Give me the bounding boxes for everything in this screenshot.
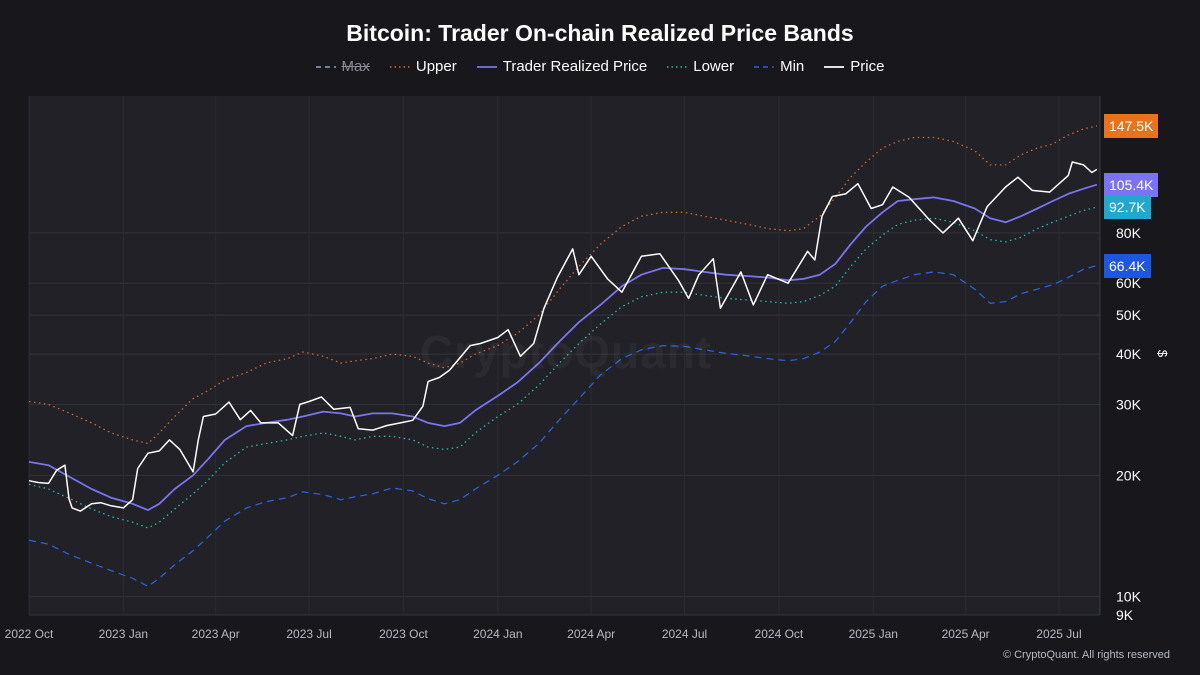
legend-label-price: Price — [850, 58, 885, 75]
y-tick-label: 9K — [1116, 607, 1134, 623]
chart-title: Bitcoin: Trader On-chain Realized Price … — [346, 20, 854, 46]
legend-swatch-trader-realized-price — [476, 65, 497, 68]
legend-item-price[interactable]: Price — [824, 58, 884, 75]
legend-label-max: Max — [341, 58, 370, 75]
value-tag-trader-realized-price: 105.4K — [1104, 172, 1159, 197]
x-tick-label: 2024 Apr — [567, 627, 615, 641]
x-tick-label: 2025 Jul — [1036, 627, 1081, 641]
legend-item-upper[interactable]: Upper — [389, 58, 457, 75]
y-tick-label: 20K — [1116, 467, 1142, 483]
legend-swatch-max — [315, 65, 336, 68]
legend-swatch-lower — [667, 65, 688, 68]
series-line-trp — [28, 183, 1098, 511]
x-tick-label: 2024 Oct — [755, 627, 804, 641]
legend-label-upper: Upper — [415, 58, 457, 75]
y-tick-label: 10K — [1116, 589, 1142, 605]
copyright: © CryptoQuant. All rights reserved — [1002, 649, 1170, 661]
legend-item-max[interactable]: Max — [315, 58, 370, 75]
y-tick-label: 40K — [1116, 346, 1142, 362]
series-lines — [28, 125, 1098, 588]
legend-label-lower: Lower — [693, 58, 735, 75]
value-tag-lower: 92.7K — [1104, 195, 1151, 220]
y-tick-label: 30K — [1116, 396, 1142, 412]
watermark: CryptoQuant — [420, 325, 712, 379]
series-line-price — [28, 161, 1098, 512]
legend-item-min[interactable]: Min — [754, 58, 804, 75]
x-tick-label: 2024 Jan — [473, 627, 522, 641]
legend-label-min: Min — [780, 58, 805, 75]
x-tick-label: 2024 Jul — [662, 627, 707, 641]
axis-labels: 9K 10K 20K 30K 40K 50K 60K 80K 2022 Oct 2023 Jan 2… — [5, 96, 1142, 641]
value-tag-min: 66.4K — [1104, 253, 1151, 278]
legend-label-trader-realized-price: Trader Realized Price — [502, 58, 648, 75]
y-tick-label: 50K — [1116, 307, 1142, 323]
grid-lines — [28, 96, 1100, 616]
value-tag-upper: 147.5K — [1104, 113, 1159, 138]
series-line-min — [28, 264, 1098, 588]
x-tick-label: 2025 Jan — [849, 627, 898, 641]
x-tick-label: 2022 Oct — [5, 627, 54, 641]
legend-item-lower[interactable]: Lower — [667, 58, 734, 75]
series-line-upper — [28, 125, 1098, 445]
y-tick-label: 60K — [1116, 275, 1142, 291]
legend: Max Upper Trader Realized Price Lower Mi… — [0, 58, 1200, 75]
x-tick-label: 2023 Jan — [99, 627, 148, 641]
y-axis-unit: $ — [1155, 349, 1171, 358]
legend-swatch-upper — [389, 65, 410, 68]
y-tick-label: 80K — [1116, 225, 1142, 241]
x-tick-label: 2023 Oct — [379, 627, 428, 641]
x-tick-label: 2023 Jul — [286, 627, 331, 641]
legend-swatch-price — [824, 65, 845, 68]
x-tick-label: 2025 Apr — [942, 627, 990, 641]
legend-swatch-min — [754, 65, 775, 68]
legend-item-trader-realized-price[interactable]: Trader Realized Price — [476, 58, 648, 75]
x-tick-label: 2023 Apr — [192, 627, 240, 641]
series-line-lower — [28, 206, 1098, 529]
plot-background — [29, 96, 1100, 615]
